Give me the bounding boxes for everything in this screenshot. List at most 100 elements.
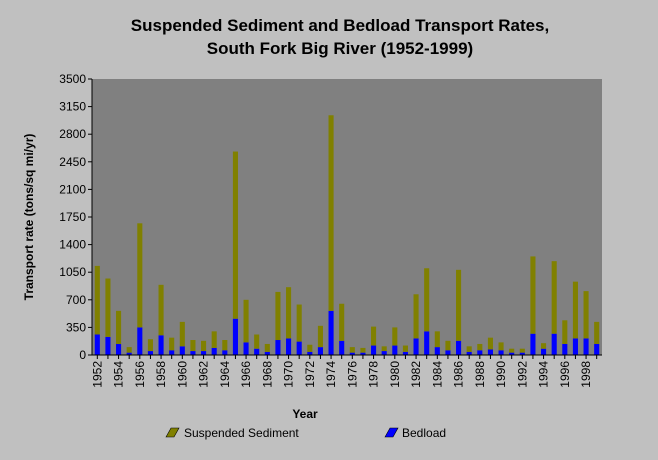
- bar-suspended-sediment-1952: [94, 265, 100, 335]
- bar-bedload-1963: [211, 347, 217, 355]
- bar-bedload-1975: [339, 340, 345, 355]
- y-axis: 0 350 700 1050 1400 1750 2100 2450 2800 3150 3500: [59, 72, 93, 362]
- bar-suspended-sediment-1988: [477, 343, 483, 351]
- x-tick-label: 1976: [345, 361, 359, 388]
- bar-suspended-sediment-1963: [211, 331, 217, 348]
- x-tick-label: 1964: [218, 361, 232, 388]
- bar-bedload-1977: [360, 352, 366, 355]
- y-tick-label: 1400: [59, 238, 86, 252]
- bar-bedload-1954: [116, 343, 122, 355]
- chart-title: Suspended Sediment and Bedload Transport…: [131, 16, 549, 35]
- y-tick-label: 0: [79, 348, 86, 362]
- bar-bedload-1969: [275, 340, 281, 355]
- bar-suspended-sediment-1984: [434, 331, 440, 348]
- bar-bedload-1980: [392, 345, 398, 355]
- bar-bedload-1971: [296, 341, 302, 355]
- bar-bedload-1962: [201, 351, 207, 355]
- bar-bedload-1999: [594, 343, 600, 355]
- bar-suspended-sediment-1993: [530, 256, 536, 334]
- bar-bedload-1988: [477, 350, 483, 355]
- x-tick-label: 1960: [175, 361, 189, 388]
- bar-bedload-1967: [254, 348, 260, 355]
- bar-bedload-1978: [371, 345, 377, 355]
- bar-bedload-1987: [466, 351, 472, 355]
- bar-suspended-sediment-1962: [201, 340, 207, 352]
- bar-suspended-sediment-1980: [392, 327, 398, 346]
- bar-suspended-sediment-1974: [328, 115, 334, 311]
- x-tick-label: 1974: [324, 361, 338, 388]
- bar-bedload-1989: [487, 349, 493, 355]
- bar-suspended-sediment-1955: [126, 347, 132, 353]
- x-tick-label: 1958: [154, 361, 168, 388]
- bar-bedload-1981: [402, 351, 408, 355]
- y-tick-label: 2100: [59, 182, 86, 196]
- bar-bedload-1964: [222, 350, 228, 355]
- bar-suspended-sediment-1959: [169, 337, 175, 351]
- x-tick-label: 1982: [409, 361, 423, 388]
- bar-suspended-sediment-1981: [402, 345, 408, 352]
- x-tick-label: 1980: [388, 361, 402, 388]
- bar-bedload-1966: [243, 342, 249, 355]
- bar-bedload-1995: [551, 333, 557, 355]
- y-tick-label: 350: [66, 320, 86, 334]
- bar-bedload-1993: [530, 333, 536, 355]
- bar-suspended-sediment-1954: [116, 310, 122, 344]
- bar-bedload-1973: [317, 347, 323, 355]
- bar-bedload-1979: [381, 351, 387, 355]
- bar-bedload-1992: [519, 352, 525, 355]
- x-tick-label: 1996: [558, 361, 572, 388]
- bar-suspended-sediment-1986: [456, 269, 462, 341]
- bar-suspended-sediment-1987: [466, 346, 472, 352]
- x-tick-label: 1956: [133, 361, 147, 388]
- bar-suspended-sediment-1965: [232, 151, 238, 319]
- bar-suspended-sediment-1976: [349, 347, 355, 353]
- bar-bedload-1970: [286, 338, 292, 355]
- bar-suspended-sediment-1973: [317, 325, 323, 348]
- x-tick-label: 1994: [537, 361, 551, 388]
- bar-bedload-1996: [562, 343, 568, 355]
- x-tick-label: 1966: [239, 361, 253, 388]
- bar-bedload-1983: [424, 331, 430, 355]
- bar-bedload-1991: [509, 352, 515, 355]
- x-tick-label: 1970: [282, 361, 296, 388]
- x-tick-label: 1968: [260, 361, 274, 388]
- bar-suspended-sediment-1956: [137, 223, 143, 328]
- bar-bedload-1952: [94, 334, 100, 355]
- legend-label-bedload: Bedload: [402, 426, 446, 440]
- bar-suspended-sediment-1982: [413, 294, 419, 339]
- x-tick-label: 1990: [494, 361, 508, 388]
- legend-swatch-shape: [384, 427, 399, 438]
- bar-suspended-sediment-1998: [583, 291, 589, 339]
- bars-group: [94, 115, 600, 355]
- x-axis-label: Year: [292, 407, 318, 421]
- x-tick-label: 1998: [579, 361, 593, 388]
- bar-bedload-1998: [583, 338, 589, 355]
- legend-swatch-bedload: [384, 427, 399, 438]
- bar-suspended-sediment-1969: [275, 291, 281, 341]
- bar-bedload-1976: [349, 352, 355, 355]
- bar-suspended-sediment-1953: [105, 278, 111, 337]
- bar-suspended-sediment-1961: [190, 340, 196, 352]
- bar-suspended-sediment-1977: [360, 347, 366, 353]
- legend-label-suspended-sediment: Suspended Sediment: [184, 426, 299, 440]
- bar-suspended-sediment-1995: [551, 261, 557, 334]
- chart-subtitle: South Fork Big River (1952-1999): [207, 39, 473, 58]
- x-tick-label: 1962: [197, 361, 211, 388]
- bar-bedload-1957: [147, 351, 153, 355]
- bar-suspended-sediment-1979: [381, 346, 387, 352]
- bar-bedload-1953: [105, 336, 111, 355]
- bar-bedload-1955: [126, 352, 132, 355]
- bar-suspended-sediment-1957: [147, 339, 153, 352]
- plot-area: [92, 79, 602, 355]
- bar-bedload-1961: [190, 351, 196, 355]
- y-tick-label: 2800: [59, 127, 86, 141]
- x-tick-label: 1954: [112, 361, 126, 388]
- bar-suspended-sediment-1989: [487, 337, 493, 350]
- bar-suspended-sediment-1960: [179, 321, 185, 347]
- bar-suspended-sediment-1985: [445, 340, 451, 351]
- y-tick-label: 3500: [59, 72, 86, 86]
- x-tick-label: 1978: [367, 361, 381, 388]
- bar-suspended-sediment-1972: [307, 344, 313, 352]
- bar-bedload-1984: [434, 347, 440, 355]
- y-tick-label: 2450: [59, 155, 86, 169]
